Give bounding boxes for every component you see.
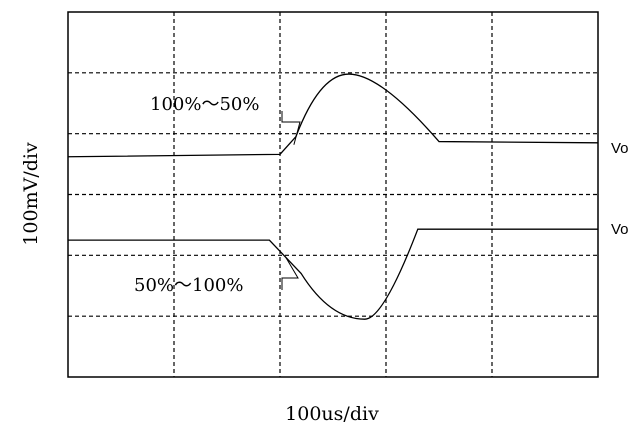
y-axis-label: 100mV/div: [20, 142, 42, 246]
series-1-annotation: 100%～50%: [150, 94, 259, 115]
series-1-label: Vo: [611, 140, 629, 157]
series-2-label: Vo: [611, 221, 629, 238]
series-1-callout-line: [281, 111, 301, 145]
series-line-2: [68, 228, 598, 320]
x-axis-label: 100us/div: [285, 403, 379, 425]
grid: [68, 12, 598, 377]
traces: [67, 73, 599, 320]
series-2-annotation: 50%～100%: [134, 275, 243, 296]
plot-frame: [67, 11, 599, 378]
series-line-1: [67, 73, 599, 158]
series-2-callout-line: [281, 256, 299, 290]
callouts: [281, 111, 301, 290]
